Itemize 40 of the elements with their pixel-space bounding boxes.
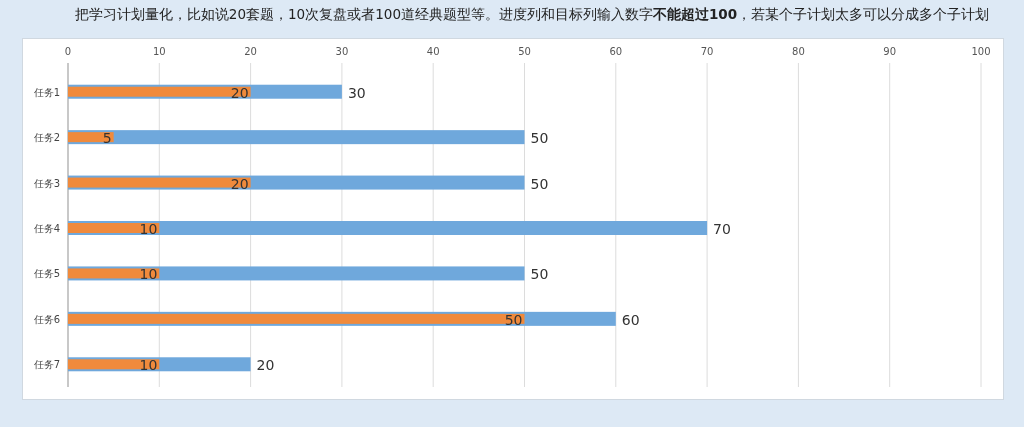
data-label: 20 xyxy=(230,84,249,101)
data-label: 5 xyxy=(102,130,112,147)
bar xyxy=(68,177,251,188)
x-tick-label: 40 xyxy=(426,46,440,57)
bar xyxy=(68,313,525,324)
data-label: 10 xyxy=(139,221,158,237)
data-label: 60 xyxy=(621,311,640,328)
y-tick-label: 任务4 xyxy=(32,223,60,234)
bar xyxy=(68,132,114,143)
x-tick-label: 80 xyxy=(792,46,805,57)
bar xyxy=(68,221,708,235)
bar xyxy=(68,223,160,233)
x-tick-label: 70 xyxy=(700,46,714,57)
y-tick-label: 任务3 xyxy=(32,177,60,189)
x-tick-label: 30 xyxy=(335,46,349,57)
data-label: 20 xyxy=(230,175,249,192)
x-tick-label: 50 xyxy=(518,46,531,57)
data-label: 20 xyxy=(256,357,275,374)
data-label: 30 xyxy=(347,84,366,101)
bar xyxy=(68,86,251,97)
y-tick-label: 任务6 xyxy=(32,313,60,325)
x-tick-label: 10 xyxy=(152,46,166,57)
y-tick-label: 任务2 xyxy=(32,132,60,144)
data-label: 50 xyxy=(504,311,523,328)
chart-title: 把学习计划量化，比如说20套题，10次复盘或者100道经典题型等。进度列和目标列输入数字不能超过100，若某个子计划太多可以分成多个子计划 xyxy=(73,6,991,24)
x-tick-label: 100 xyxy=(971,46,991,57)
data-label: 10 xyxy=(139,266,158,283)
data-label: 50 xyxy=(530,266,549,283)
y-tick-label: 任务5 xyxy=(32,268,60,280)
y-tick-label: 任务7 xyxy=(32,359,60,371)
x-tick-label: 0 xyxy=(64,46,72,57)
data-label: 50 xyxy=(530,130,549,147)
data-label: 50 xyxy=(530,175,549,192)
y-tick-label: 任务1 xyxy=(32,86,60,98)
data-label: 70 xyxy=(713,221,731,237)
x-tick-label: 90 xyxy=(883,46,897,57)
x-tick-label: 20 xyxy=(244,46,257,57)
x-tick-label: 60 xyxy=(609,46,623,57)
bar xyxy=(68,130,525,145)
bar xyxy=(68,268,160,279)
